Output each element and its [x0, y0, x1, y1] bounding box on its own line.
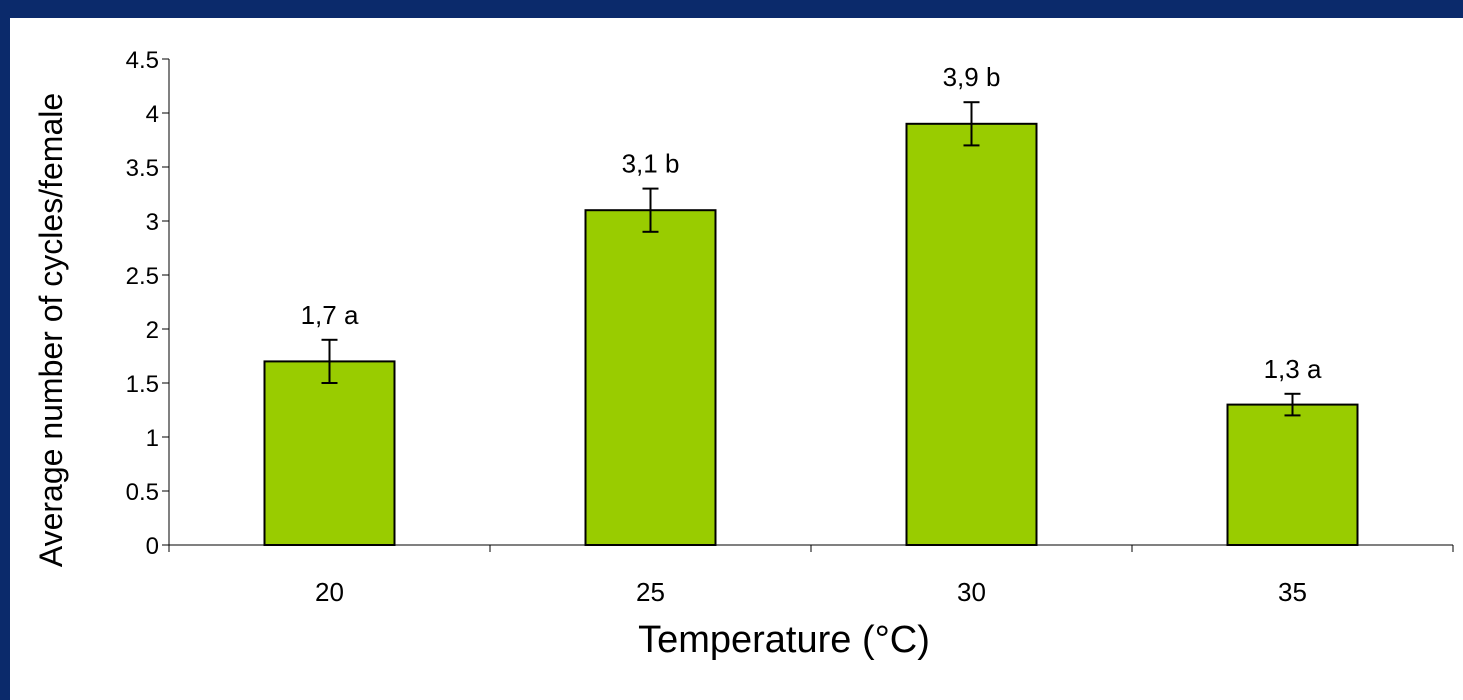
- bar: [905, 122, 1038, 547]
- x-tick-label: 25: [636, 577, 665, 607]
- x-tick-label: 35: [1278, 577, 1307, 607]
- bar: [263, 360, 396, 546]
- y-tick-label: 4: [146, 101, 159, 128]
- data-label: 1,7 a: [301, 300, 359, 330]
- y-axis-title: Average number of cycles/female: [33, 93, 69, 567]
- data-label: 1,3 a: [1264, 354, 1322, 384]
- bars: 1,7 a 3,1 b 3,9 b 1,3 a: [263, 62, 1359, 547]
- y-axis: 0 0.5 1 1.5 2 2.5 3 3.5 4 4.5: [126, 47, 170, 560]
- y-tick-label: 4.5: [126, 47, 159, 74]
- y-tick-label: 1: [146, 425, 159, 452]
- y-tick-label: 0.5: [126, 479, 159, 506]
- y-tick-label: 3.5: [126, 155, 159, 182]
- x-tick-label: 20: [315, 577, 344, 607]
- bar: [584, 209, 717, 546]
- x-tick-label: 30: [957, 577, 986, 607]
- chart-frame: [10, 18, 1463, 700]
- y-tick-label: 2: [146, 317, 159, 344]
- y-tick-label: 1.5: [126, 371, 159, 398]
- y-tick-label: 0: [146, 533, 159, 560]
- data-label: 3,1 b: [622, 149, 680, 179]
- y-tick-label: 2.5: [126, 263, 159, 290]
- x-axis-title: Temperature (°C): [638, 619, 930, 661]
- bar: [1226, 403, 1359, 546]
- x-axis: 20 25 30 35: [168, 544, 1454, 607]
- data-label: 3,9 b: [943, 62, 1001, 92]
- y-tick-label: 3: [146, 209, 159, 236]
